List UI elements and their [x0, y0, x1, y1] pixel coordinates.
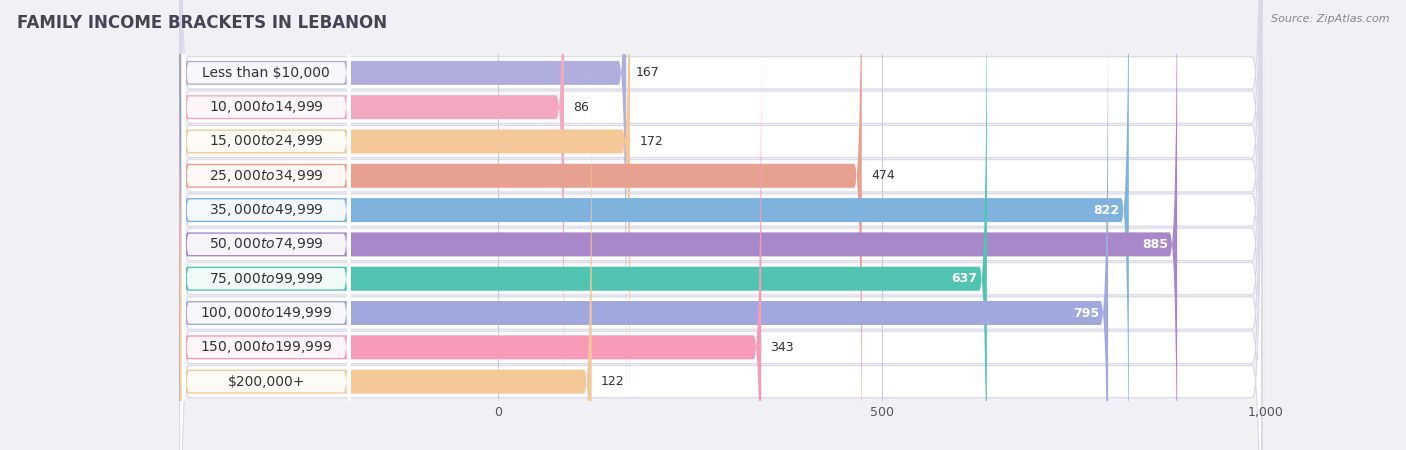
FancyBboxPatch shape: [180, 0, 987, 450]
Text: 343: 343: [770, 341, 794, 354]
FancyBboxPatch shape: [180, 50, 592, 450]
FancyBboxPatch shape: [180, 0, 1261, 450]
Text: $75,000 to $99,999: $75,000 to $99,999: [209, 271, 323, 287]
FancyBboxPatch shape: [180, 0, 1261, 450]
FancyBboxPatch shape: [180, 0, 1261, 450]
FancyBboxPatch shape: [181, 0, 350, 450]
Text: $100,000 to $149,999: $100,000 to $149,999: [200, 305, 332, 321]
Text: $150,000 to $199,999: $150,000 to $199,999: [200, 339, 332, 356]
FancyBboxPatch shape: [181, 0, 350, 371]
Text: $50,000 to $74,999: $50,000 to $74,999: [209, 236, 323, 252]
Text: Source: ZipAtlas.com: Source: ZipAtlas.com: [1271, 14, 1389, 23]
Text: Less than $10,000: Less than $10,000: [202, 66, 330, 80]
FancyBboxPatch shape: [180, 0, 1129, 450]
FancyBboxPatch shape: [181, 0, 350, 450]
Text: $25,000 to $34,999: $25,000 to $34,999: [209, 168, 323, 184]
FancyBboxPatch shape: [180, 0, 626, 404]
FancyBboxPatch shape: [180, 0, 1261, 450]
FancyBboxPatch shape: [181, 0, 350, 450]
FancyBboxPatch shape: [181, 0, 350, 405]
Text: $35,000 to $49,999: $35,000 to $49,999: [209, 202, 323, 218]
FancyBboxPatch shape: [181, 49, 350, 450]
Text: 474: 474: [870, 169, 894, 182]
Text: 637: 637: [952, 272, 977, 285]
FancyBboxPatch shape: [180, 0, 862, 450]
FancyBboxPatch shape: [180, 0, 564, 438]
Text: 167: 167: [636, 66, 659, 79]
FancyBboxPatch shape: [180, 0, 1261, 450]
Text: 885: 885: [1142, 238, 1168, 251]
FancyBboxPatch shape: [181, 0, 350, 440]
Text: FAMILY INCOME BRACKETS IN LEBANON: FAMILY INCOME BRACKETS IN LEBANON: [17, 14, 387, 32]
Text: 86: 86: [574, 101, 589, 114]
FancyBboxPatch shape: [181, 15, 350, 450]
FancyBboxPatch shape: [181, 84, 350, 450]
Text: 795: 795: [1073, 306, 1099, 320]
FancyBboxPatch shape: [180, 0, 1261, 450]
Text: 822: 822: [1094, 203, 1119, 216]
FancyBboxPatch shape: [180, 0, 1261, 450]
Text: $10,000 to $14,999: $10,000 to $14,999: [209, 99, 323, 115]
Text: $200,000+: $200,000+: [228, 375, 305, 389]
FancyBboxPatch shape: [180, 0, 1177, 450]
FancyBboxPatch shape: [180, 0, 1261, 450]
FancyBboxPatch shape: [180, 0, 1261, 450]
FancyBboxPatch shape: [180, 0, 630, 450]
FancyBboxPatch shape: [180, 0, 1108, 450]
Text: 122: 122: [600, 375, 624, 388]
FancyBboxPatch shape: [181, 0, 350, 450]
FancyBboxPatch shape: [180, 0, 1261, 450]
Text: 172: 172: [640, 135, 664, 148]
Text: $15,000 to $24,999: $15,000 to $24,999: [209, 134, 323, 149]
FancyBboxPatch shape: [180, 16, 761, 450]
